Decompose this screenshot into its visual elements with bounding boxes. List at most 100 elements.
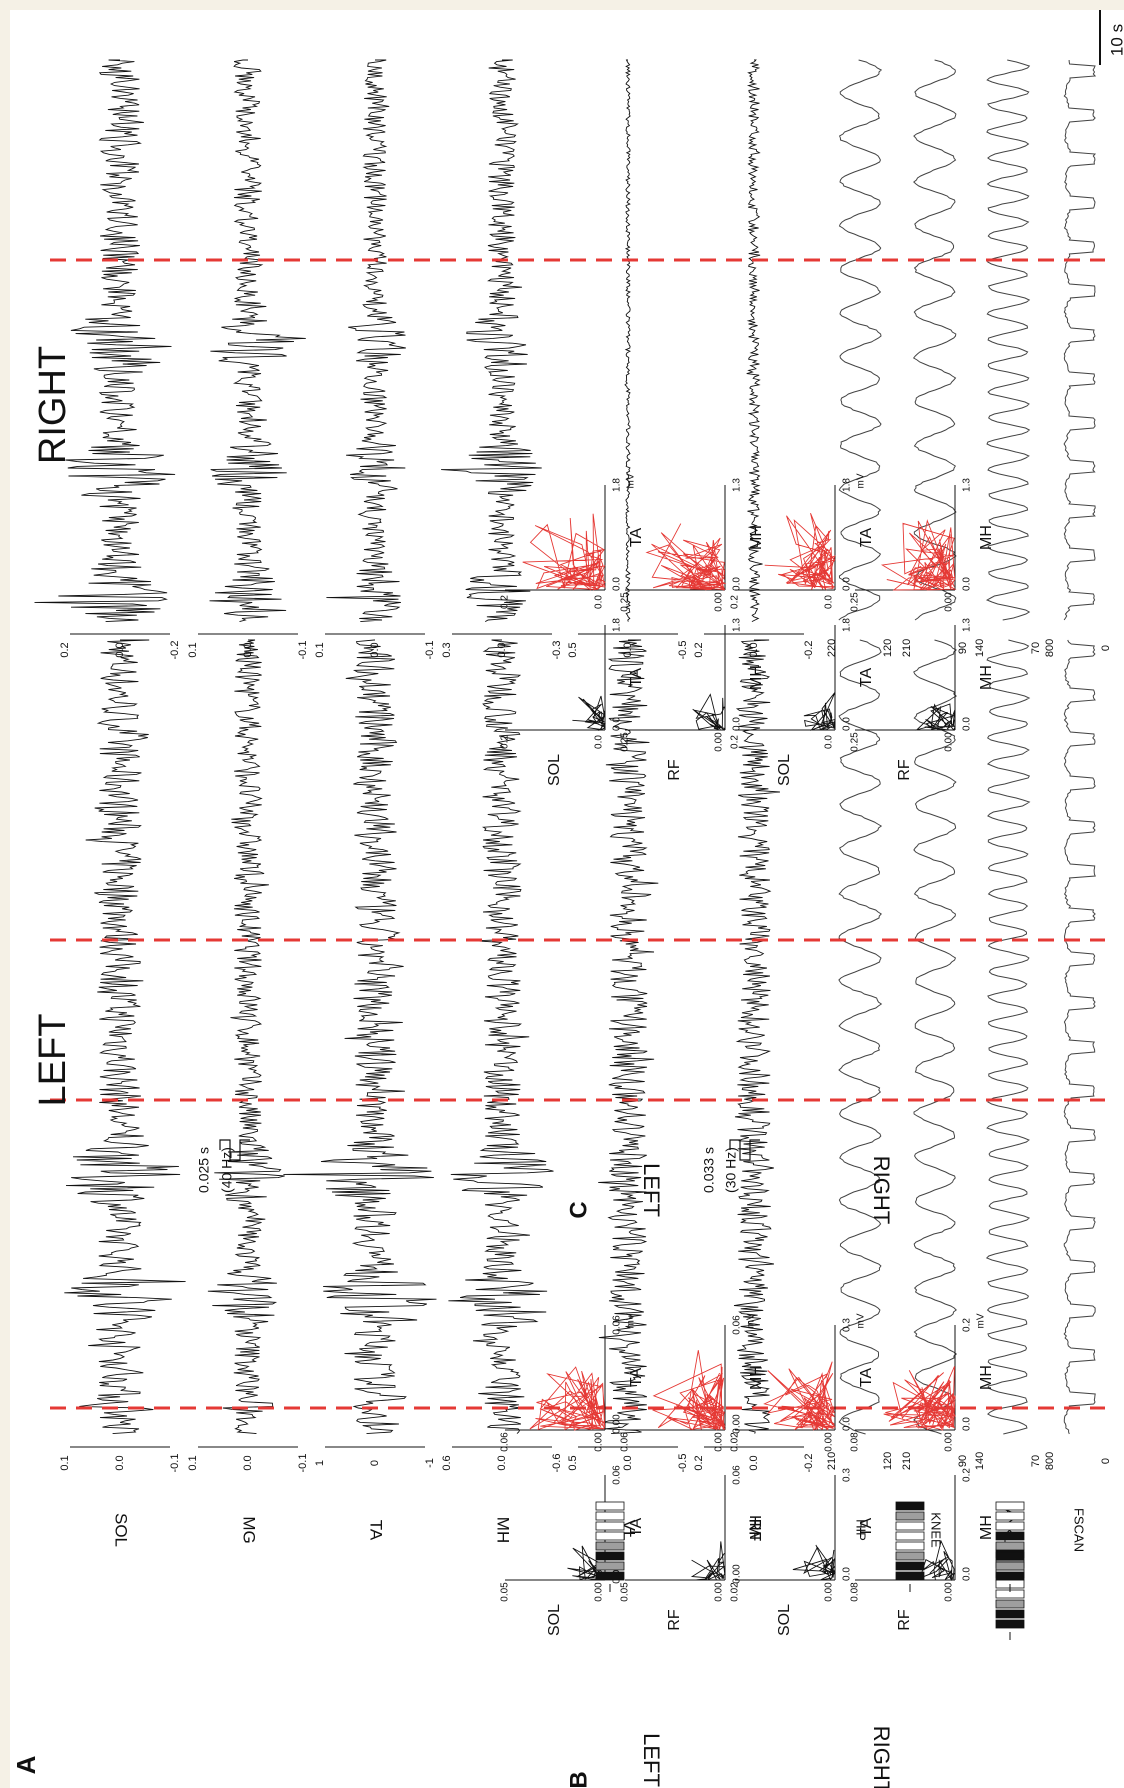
left-tick-label: -1: [424, 1458, 436, 1468]
panel-label-b: B: [565, 1771, 592, 1788]
panel-label-c: C: [565, 1201, 592, 1218]
right-emg-trace-rf: [746, 59, 763, 623]
channel-label-mg: MG: [240, 1516, 259, 1543]
loop-axis-label: SOL: [776, 754, 793, 786]
loop-axis-label: RF: [896, 759, 913, 781]
right-kin-trace-knee: [912, 59, 957, 621]
stim-b-period: 0.025 s: [196, 1147, 212, 1193]
left-kin-trace-fscan: [1063, 639, 1096, 1435]
electrode-contact: [995, 1619, 1025, 1629]
loop-trace: [880, 519, 957, 591]
loop-tick-label: 0.00: [594, 1432, 605, 1452]
channel-label-knee: KNEE: [929, 1512, 944, 1548]
loop-axis-label: SOL: [776, 1604, 793, 1636]
electrode-array-icon: [995, 1501, 1025, 1592]
left-tick-label: 0.1: [59, 1455, 71, 1470]
loop-unit-label: mV: [746, 1313, 757, 1328]
electrode-contact: [895, 1541, 925, 1551]
loop-axis-label: MH: [748, 525, 765, 550]
left-tick-label: 0.2: [693, 1455, 705, 1470]
loop-tick-label: 1.8: [612, 618, 623, 632]
loop-tick-label: 0.0: [962, 1567, 973, 1581]
left-tick-label: 0.0: [748, 1455, 760, 1470]
electrode-contact: [995, 1561, 1025, 1571]
loop-tick-label: 0.02: [730, 1432, 741, 1452]
left-tick-label: 0.6: [441, 1455, 453, 1470]
loop-b-7: 0.08 0.00 0.0 0.2 MH mV: [850, 1313, 996, 1452]
left-tick-label: 800: [1044, 1452, 1056, 1470]
left-tick-label: 90: [957, 1455, 969, 1467]
left-tick-label: 70: [1030, 1455, 1042, 1467]
panel-a-traces: 0.1 0.0 -0.1 0.1 0.0 -0.1 1 0 -1 0.6 0.0 -0.6 0.5 0.0…: [34, 59, 1112, 1473]
loop-axis-label: MH: [978, 665, 995, 690]
loop-axis-label: TA: [858, 528, 875, 548]
right-emg-trace-sol: [34, 59, 176, 623]
channel-label-ta: TA: [367, 1520, 386, 1541]
loop-tick-label: 0.02: [730, 1582, 741, 1602]
left-tick-label: 210: [826, 1452, 838, 1470]
loop-axis-label: MH: [978, 1365, 995, 1390]
loop-tick-label: 0.25: [850, 592, 861, 612]
scale-bar-label: 10 s: [1107, 24, 1124, 56]
loop-c-3: 0.25 0.00 0.0 1.3 MH: [620, 478, 766, 612]
electrode-contact: [995, 1541, 1025, 1551]
loop-side-label-c-right: RIGHT: [869, 1156, 894, 1224]
right-tick-label: 0.0: [242, 642, 254, 657]
panel-label-a: A: [11, 1755, 41, 1774]
loop-trace: [652, 1350, 726, 1431]
loop-axis-label: MH: [978, 1515, 995, 1540]
electrode-contact: [895, 1531, 925, 1541]
right-tick-label: 0.2: [59, 642, 71, 657]
loop-tick-label: 0.0: [612, 577, 623, 591]
loop-tick-label: 0.00: [732, 1564, 743, 1584]
loop-tick-label: 0.0: [824, 595, 835, 609]
left-tick-label: 0: [1100, 1458, 1112, 1464]
right-kin-trace-hip: [838, 59, 883, 621]
loop-trace: [690, 1541, 726, 1581]
electrode-contact: [995, 1571, 1025, 1581]
channel-label-fscan: FSCAN: [1072, 1508, 1087, 1552]
electrode-contact: [595, 1571, 625, 1581]
right-tick-label: 0.1: [314, 642, 326, 657]
loop-tick-label: 0.0: [962, 1417, 973, 1431]
loop-tick-label: 0.2: [500, 735, 511, 749]
loop-c-1: 0.2 0.0 0.0 1.8 TA mV: [500, 473, 646, 609]
loop-tick-label: 0.0: [842, 1417, 853, 1431]
loop-side-label-b-left: LEFT: [639, 1733, 664, 1787]
loop-axis-label: TA: [858, 668, 875, 688]
figure-panel: 0.1 0.0 -0.1 0.1 0.0 -0.1 1 0 -1 0.6 0.0 -0.6 0.5 0.0…: [10, 10, 1124, 1788]
loop-axis-label: SOL: [546, 1604, 563, 1636]
loop-tick-label: 0.2: [730, 735, 741, 749]
loop-axis-label: RF: [896, 1609, 913, 1631]
left-emg-trace-ta: [283, 639, 437, 1435]
left-tick-label: 0.0: [496, 1455, 508, 1470]
loop-tick-label: 0.00: [944, 1432, 955, 1452]
electrode-array-icon: [595, 1501, 625, 1592]
loop-tick-label: 1.8: [842, 478, 853, 492]
loop-axis-label: MH: [748, 1515, 765, 1540]
loop-tick-label: 0.0: [732, 577, 743, 591]
electrode-contact: [595, 1521, 625, 1531]
loop-tick-label: 0.06: [732, 1465, 743, 1485]
left-tick-label: 0.0: [242, 1455, 254, 1470]
loop-side-label-c-left: LEFT: [639, 1163, 664, 1217]
loop-axis-label: TA: [858, 1518, 875, 1538]
loop-tick-label: 0.00: [824, 1582, 835, 1602]
loop-trace: [529, 1366, 606, 1431]
right-tick-label: 0.0: [622, 642, 634, 657]
right-tick-label: -0.2: [803, 641, 815, 660]
loop-tick-label: 0.00: [714, 592, 725, 612]
electrode-contact: [895, 1561, 925, 1571]
loop-tick-label: 0.0: [842, 577, 853, 591]
left-emg-trace-mh: [448, 639, 554, 1434]
right-kin-trace-ankle: [985, 59, 1031, 621]
loop-axis-label: TA: [628, 1518, 645, 1538]
right-tick-label: 800: [1044, 639, 1056, 657]
loop-tick-label: 0.00: [612, 1414, 623, 1434]
left-tick-label: -0.1: [169, 1454, 181, 1473]
loop-tick-label: 0.0: [612, 717, 623, 731]
